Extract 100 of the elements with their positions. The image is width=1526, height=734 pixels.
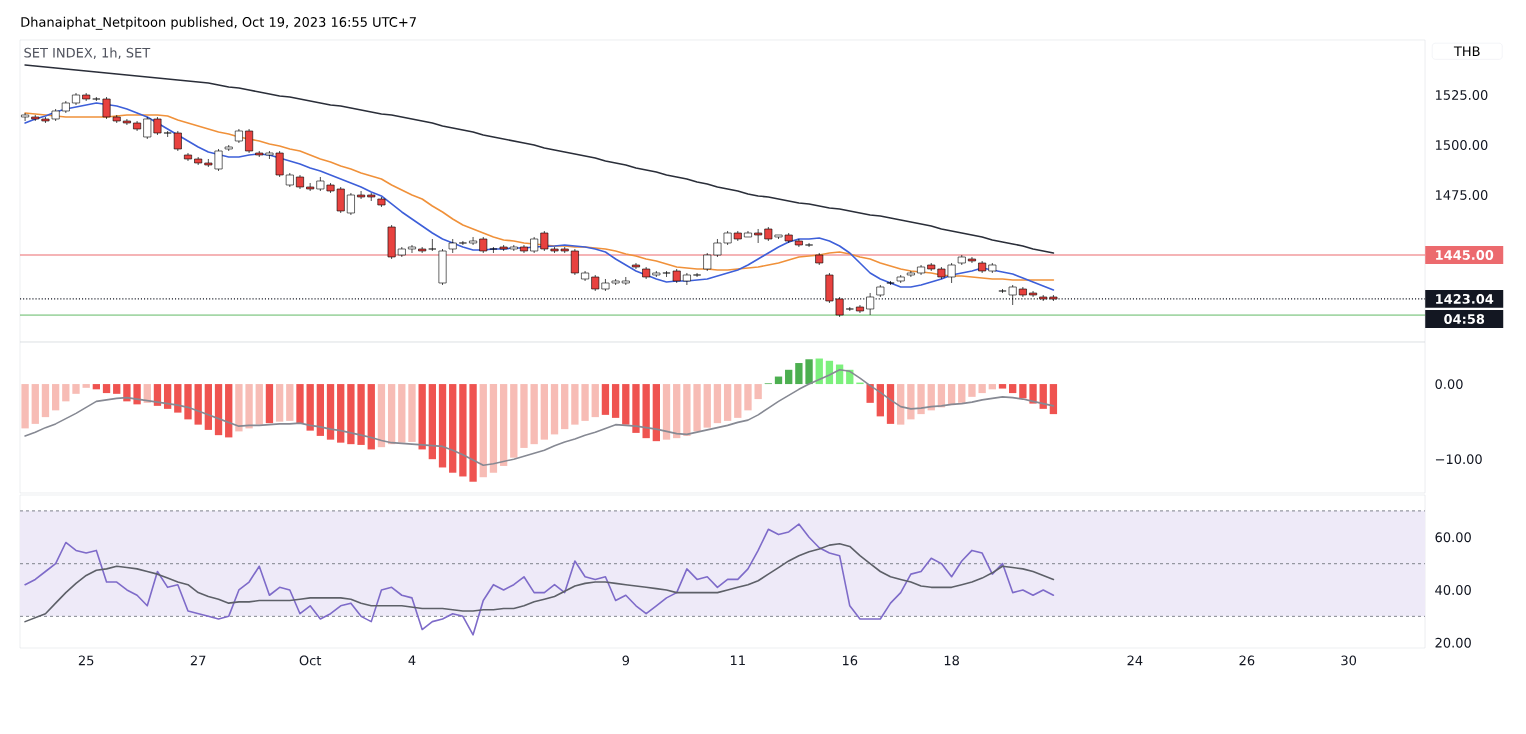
bar: [398, 384, 406, 443]
bar: [133, 384, 141, 405]
bar: [377, 384, 386, 448]
bar: [795, 363, 803, 385]
y-tick-label: 40.00: [1435, 585, 1471, 595]
candlestick: [570, 248, 579, 276]
bar: [571, 384, 579, 425]
bar: [988, 384, 996, 390]
bar: [734, 384, 742, 418]
candlestick: [173, 130, 182, 152]
bar: [438, 384, 447, 468]
bar: [204, 384, 213, 430]
bar: [387, 384, 396, 445]
bar: [418, 384, 426, 450]
bar: [367, 384, 375, 450]
bar: [275, 384, 284, 422]
candlestick: [1008, 284, 1017, 306]
bar: [754, 384, 762, 400]
y-tick-label: 1475.00: [1435, 190, 1488, 200]
bar: [601, 384, 610, 415]
ref-line-label: 1423.04: [1436, 294, 1494, 304]
bar: [102, 384, 111, 394]
bar: [907, 384, 915, 420]
bar: [642, 384, 650, 439]
bar: [673, 384, 681, 439]
bar: [214, 384, 223, 436]
bar: [357, 384, 365, 445]
bar: [184, 384, 192, 420]
text: 04:58: [1444, 314, 1485, 324]
bar: [225, 384, 233, 438]
bar: [866, 384, 874, 403]
bar: [245, 384, 253, 429]
x-tick-label: 25: [78, 655, 94, 666]
bar: [540, 384, 549, 440]
y-tick-label: 1525.00: [1435, 90, 1488, 100]
candlestick: [906, 270, 915, 278]
bar: [255, 384, 263, 425]
bar: [82, 384, 90, 388]
bar: [693, 384, 701, 432]
x-tick-label: 27: [190, 655, 206, 666]
bar: [1009, 384, 1017, 394]
bar: [163, 384, 172, 409]
bar: [316, 384, 325, 436]
candlestick: [346, 192, 355, 216]
bar: [530, 384, 538, 445]
bar: [662, 384, 671, 440]
bar: [449, 384, 457, 473]
ref-line-label: 1445.00: [1436, 250, 1494, 260]
bar: [611, 384, 620, 418]
candlestick: [662, 270, 671, 278]
bar: [337, 384, 345, 443]
bar: [561, 384, 569, 430]
candlestick: [866, 292, 875, 316]
y-tick-label: 20.00: [1435, 637, 1471, 648]
bar: [978, 384, 986, 394]
y-tick-label: 0.00: [1435, 379, 1463, 389]
bar: [622, 384, 630, 425]
bar: [326, 384, 335, 440]
bar: [41, 384, 50, 418]
bar: [550, 384, 559, 435]
candlestick: [245, 128, 254, 154]
candlestick: [469, 236, 478, 246]
bar: [459, 384, 467, 477]
bar: [998, 384, 1007, 389]
bar: [113, 384, 121, 394]
y-tick-label: 1500.00: [1435, 140, 1488, 150]
candlestick: [693, 272, 702, 278]
candlestick: [632, 262, 640, 270]
bar: [652, 384, 660, 442]
bar: [408, 384, 416, 442]
bar: [591, 384, 599, 418]
candlestick: [968, 256, 976, 264]
x-tick-label: 30: [1341, 655, 1357, 666]
bar: [713, 384, 722, 424]
candlestick: [682, 272, 691, 286]
y-axis-title: THB: [1453, 46, 1480, 56]
text: Dhanaiphat_Netpitoon published, Oct 19, 2023 16:55 UTC+7: [21, 16, 416, 30]
bar: [510, 384, 518, 458]
bar: [897, 384, 905, 425]
x-tick-label: 18: [944, 655, 959, 666]
bar: [428, 384, 437, 460]
bar: [1029, 384, 1037, 404]
x-tick-label: 24: [1127, 655, 1143, 666]
bar: [72, 384, 80, 394]
bar: [51, 384, 60, 411]
candlestick: [754, 228, 763, 244]
x-tick-label: 11: [730, 655, 745, 666]
bar: [194, 384, 202, 425]
candlestick: [428, 238, 437, 252]
bar: [683, 384, 691, 436]
bar: [265, 384, 274, 424]
candlestick: [805, 242, 814, 248]
bar: [968, 384, 976, 397]
bar: [489, 384, 498, 473]
x-tick-label: 9: [622, 655, 630, 666]
candlestick: [21, 112, 30, 122]
bar: [744, 384, 752, 411]
x-tick-label: 26: [1239, 655, 1255, 666]
bar: [958, 384, 966, 403]
bar: [479, 384, 487, 478]
